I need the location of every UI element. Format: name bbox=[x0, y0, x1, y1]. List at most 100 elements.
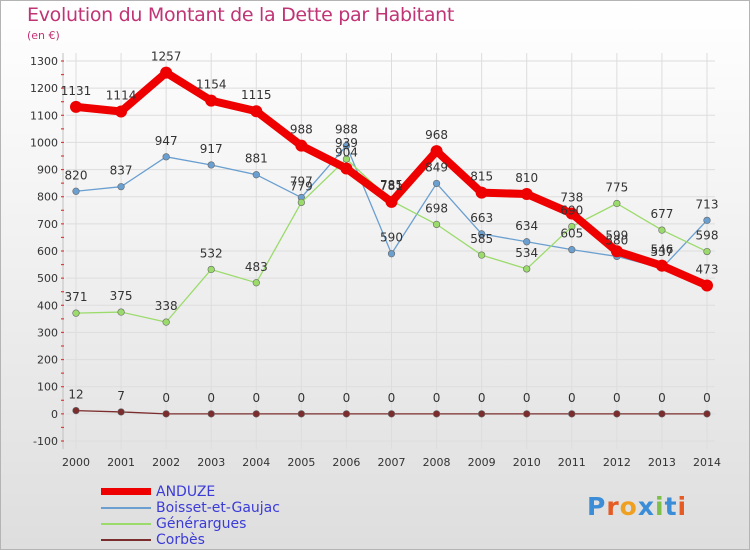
data-label-g-n-rargues: 585 bbox=[470, 232, 493, 246]
x-tick-label: 2011 bbox=[558, 456, 586, 469]
x-tick-label: 2013 bbox=[648, 456, 676, 469]
y-tick-label: 900 bbox=[37, 164, 58, 177]
data-point-anduze bbox=[520, 188, 533, 200]
data-label-boisset-et-gaujac: 580 bbox=[605, 233, 628, 247]
logo-letter: r bbox=[606, 492, 620, 521]
x-tick-label: 2003 bbox=[197, 456, 225, 469]
data-point-corb-s bbox=[478, 410, 486, 418]
data-point-boisset-et-gaujac bbox=[342, 142, 351, 150]
data-point-g-n-rargues bbox=[342, 155, 351, 163]
data-label-anduze: 599 bbox=[605, 228, 628, 242]
data-label-corb-s: 0 bbox=[298, 391, 306, 405]
data-label-g-n-rargues: 785 bbox=[380, 178, 403, 192]
data-point-corb-s bbox=[297, 410, 305, 418]
data-point-boisset-et-gaujac bbox=[207, 161, 215, 169]
data-label-boisset-et-gaujac: 917 bbox=[200, 142, 223, 156]
x-tick-label: 2010 bbox=[513, 456, 541, 469]
data-label-boisset-et-gaujac: 947 bbox=[155, 134, 178, 148]
legend-swatch-corbes bbox=[101, 539, 151, 541]
data-point-boisset-et-gaujac bbox=[162, 153, 170, 161]
data-label-boisset-et-gaujac: 663 bbox=[470, 211, 493, 225]
y-tick-label: 500 bbox=[37, 272, 58, 285]
data-point-corb-s bbox=[568, 410, 576, 418]
y-tick-label: 200 bbox=[37, 354, 58, 367]
data-label-boisset-et-gaujac: 590 bbox=[380, 231, 403, 245]
legend-swatch-generargues bbox=[101, 523, 151, 525]
data-label-g-n-rargues: 483 bbox=[245, 260, 268, 274]
data-label-g-n-rargues: 371 bbox=[65, 290, 88, 304]
logo-letter: P bbox=[587, 492, 607, 521]
proxiti-logo: Proxiti bbox=[587, 492, 687, 521]
x-tick-label: 2005 bbox=[287, 456, 315, 469]
data-point-g-n-rargues bbox=[297, 198, 305, 207]
data-point-g-n-rargues bbox=[478, 251, 486, 259]
data-label-anduze: 1154 bbox=[196, 78, 227, 92]
data-point-anduze bbox=[295, 139, 308, 152]
data-point-g-n-rargues bbox=[523, 265, 531, 273]
data-point-anduze bbox=[385, 195, 398, 208]
x-tick-label: 2014 bbox=[693, 456, 721, 469]
data-point-boisset-et-gaujac bbox=[387, 250, 396, 258]
data-point-corb-s bbox=[207, 410, 215, 418]
data-label-corb-s: 0 bbox=[388, 391, 396, 405]
data-label-anduze: 815 bbox=[470, 170, 493, 184]
legend-swatch-boisset bbox=[101, 507, 151, 509]
y-tick-label: 300 bbox=[37, 326, 58, 339]
legend-label-anduze: ANDUZE bbox=[156, 484, 216, 500]
data-point-corb-s bbox=[658, 410, 666, 418]
legend-label-generargues: Générargues bbox=[156, 516, 247, 532]
data-point-corb-s bbox=[523, 410, 531, 418]
data-label-g-n-rargues: 598 bbox=[696, 229, 719, 243]
data-label-anduze: 1257 bbox=[151, 50, 182, 64]
data-label-g-n-rargues: 690 bbox=[560, 204, 583, 218]
data-point-g-n-rargues bbox=[72, 309, 80, 317]
data-point-g-n-rargues bbox=[162, 318, 170, 326]
data-point-corb-s bbox=[162, 410, 170, 418]
data-point-anduze bbox=[250, 105, 263, 118]
x-tick-label: 2012 bbox=[603, 456, 631, 469]
data-point-anduze bbox=[430, 145, 443, 158]
y-tick-label: 600 bbox=[37, 245, 58, 258]
data-point-anduze bbox=[475, 186, 488, 199]
data-point-g-n-rargues bbox=[432, 220, 441, 228]
x-tick-label: 2002 bbox=[152, 456, 180, 469]
data-point-corb-s bbox=[252, 410, 260, 418]
y-tick-label: -100 bbox=[33, 435, 58, 448]
x-tick-label: 2007 bbox=[378, 456, 406, 469]
logo-letter: t bbox=[664, 492, 678, 521]
y-tick-label: 1300 bbox=[30, 55, 58, 68]
data-label-anduze: 904 bbox=[335, 145, 358, 159]
y-tick-label: 1100 bbox=[30, 109, 58, 122]
y-tick-label: 700 bbox=[37, 218, 58, 231]
data-point-boisset-et-gaujac bbox=[117, 183, 125, 191]
data-point-boisset-et-gaujac bbox=[703, 216, 711, 224]
data-label-anduze: 546 bbox=[650, 243, 673, 257]
data-label-boisset-et-gaujac: 881 bbox=[245, 152, 268, 166]
data-point-corb-s bbox=[703, 410, 711, 418]
data-label-corb-s: 0 bbox=[658, 391, 666, 405]
data-point-boisset-et-gaujac bbox=[523, 238, 531, 246]
y-tick-label: 1200 bbox=[30, 82, 58, 95]
data-label-boisset-et-gaujac: 634 bbox=[515, 219, 538, 233]
legend-item-anduze: ANDUZE bbox=[101, 484, 401, 500]
data-label-boisset-et-gaujac: 837 bbox=[110, 164, 133, 178]
data-point-boisset-et-gaujac bbox=[432, 179, 441, 188]
data-label-g-n-rargues: 534 bbox=[515, 246, 538, 260]
data-label-corb-s: 7 bbox=[117, 389, 125, 403]
data-label-boisset-et-gaujac: 605 bbox=[560, 227, 583, 241]
legend-item-generargues: Générargues bbox=[101, 516, 401, 532]
legend-item-corbes: Corbès bbox=[101, 532, 401, 548]
data-label-boisset-et-gaujac: 849 bbox=[425, 160, 448, 174]
data-point-corb-s bbox=[613, 410, 621, 418]
data-label-corb-s: 0 bbox=[523, 391, 531, 405]
data-point-g-n-rargues bbox=[207, 265, 215, 274]
data-point-corb-s bbox=[342, 410, 351, 418]
data-label-corb-s: 0 bbox=[613, 391, 621, 405]
data-label-anduze: 738 bbox=[560, 191, 583, 205]
data-point-boisset-et-gaujac bbox=[478, 230, 486, 238]
data-point-corb-s bbox=[387, 410, 396, 418]
y-tick-label: 0 bbox=[51, 408, 58, 421]
data-label-anduze: 810 bbox=[515, 171, 538, 185]
data-label-corb-s: 0 bbox=[207, 391, 215, 405]
